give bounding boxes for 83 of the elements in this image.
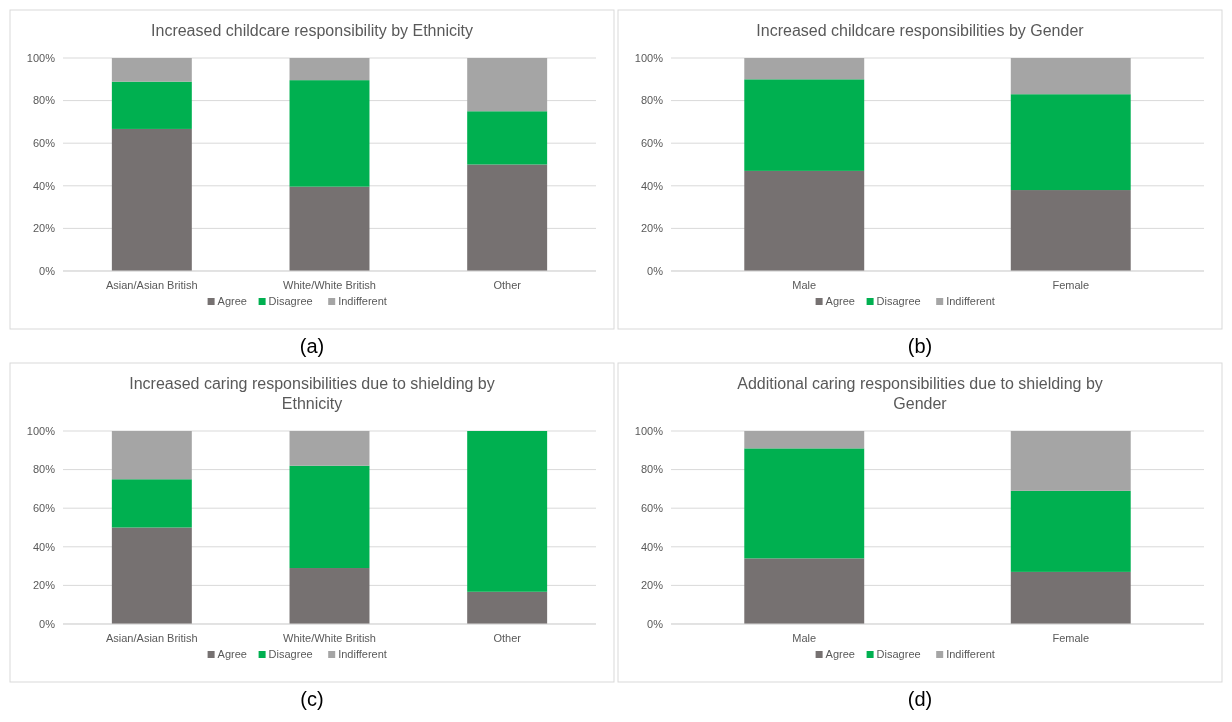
y-tick-label: 80% — [640, 463, 664, 476]
bar — [111, 527, 192, 624]
text: (d) — [907, 688, 933, 710]
y-tick-label: 40% — [640, 540, 664, 553]
bar — [744, 431, 865, 449]
bar — [1010, 431, 1131, 491]
y-tick-label: 60% — [32, 137, 56, 150]
y-tick-label: 40% — [640, 179, 664, 192]
x-tick-label: Male — [792, 632, 817, 644]
text: (b) — [907, 335, 933, 357]
bar — [1010, 490, 1131, 572]
x-tick-label: Asian/Asian British — [105, 279, 198, 291]
chart-title: Increased childcare responsibilities by Gender — [756, 22, 1085, 39]
y-tick-label: 40% — [32, 540, 56, 553]
legend-label: Disagree — [876, 648, 921, 660]
y-tick-label: 100% — [26, 51, 56, 64]
bar — [744, 558, 865, 624]
bar — [289, 465, 370, 569]
bar — [467, 431, 548, 592]
legend-label: Agree — [825, 648, 855, 660]
bar — [744, 58, 865, 80]
chart-title: Increased childcare responsibility by Ethnicity — [151, 22, 473, 39]
bar — [289, 568, 370, 624]
legend-label: Agree — [825, 295, 855, 307]
legend-label: Indifferent — [338, 295, 387, 307]
legend-label: Indifferent — [946, 295, 995, 307]
y-tick-label: 20% — [32, 222, 56, 235]
bar — [1010, 571, 1131, 624]
y-tick-label: 0% — [647, 264, 664, 277]
bar — [467, 164, 548, 271]
y-tick-label: 60% — [640, 137, 664, 150]
x-tick-label: Other — [493, 632, 522, 644]
legend-label: Disagree — [268, 648, 313, 660]
x-tick-label: Asian/Asian British — [105, 632, 198, 644]
y-tick-label: 100% — [26, 424, 56, 437]
bar — [1010, 58, 1131, 95]
y-tick-label: 80% — [640, 94, 664, 107]
y-tick-label: 60% — [32, 502, 56, 515]
y-tick-label: 20% — [640, 222, 664, 235]
bar — [289, 80, 370, 187]
y-tick-label: 100% — [634, 424, 664, 437]
bar — [467, 111, 548, 165]
bar — [289, 431, 370, 466]
bar — [111, 431, 192, 480]
x-tick-label: Other — [493, 279, 522, 291]
bar — [1010, 190, 1131, 271]
legend-label: Agree — [217, 295, 247, 307]
y-tick-label: 20% — [640, 579, 664, 592]
bar — [111, 81, 192, 129]
legend-label: Disagree — [268, 295, 313, 307]
y-tick-label: 80% — [32, 94, 56, 107]
bar — [289, 58, 370, 81]
bar — [1010, 94, 1131, 191]
y-tick-label: 80% — [32, 463, 56, 476]
y-tick-label: 40% — [32, 179, 56, 192]
bar — [111, 58, 192, 82]
bar — [744, 170, 865, 271]
bar — [467, 58, 548, 112]
y-tick-label: 0% — [39, 617, 56, 630]
y-tick-label: 60% — [640, 502, 664, 515]
x-tick-label: White/White British — [283, 632, 376, 644]
legend-label: Agree — [217, 648, 247, 660]
x-tick-label: Male — [792, 279, 817, 291]
y-tick-label: 0% — [647, 617, 664, 630]
bar — [744, 448, 865, 559]
legend-label: Indifferent — [338, 648, 387, 660]
bar — [111, 128, 192, 271]
y-tick-label: 20% — [32, 579, 56, 592]
bar — [744, 79, 865, 171]
text: (a) — [299, 335, 325, 357]
x-tick-label: Female — [1052, 632, 1090, 644]
chart-title: Increased caring responsibilities due to shielding by Ethnicity — [129, 375, 495, 412]
bar — [289, 186, 370, 271]
x-tick-label: Female — [1052, 279, 1090, 291]
x-tick-label: White/White British — [283, 279, 376, 291]
y-tick-label: 0% — [39, 264, 56, 277]
text: (c) — [300, 688, 324, 710]
bar — [467, 591, 548, 624]
bar — [111, 479, 192, 528]
chart-title: Additional caring responsibilities due to shielding by Gender — [737, 375, 1103, 412]
legend-label: Indifferent — [946, 648, 995, 660]
legend-label: Disagree — [876, 295, 921, 307]
y-tick-label: 100% — [634, 51, 664, 64]
